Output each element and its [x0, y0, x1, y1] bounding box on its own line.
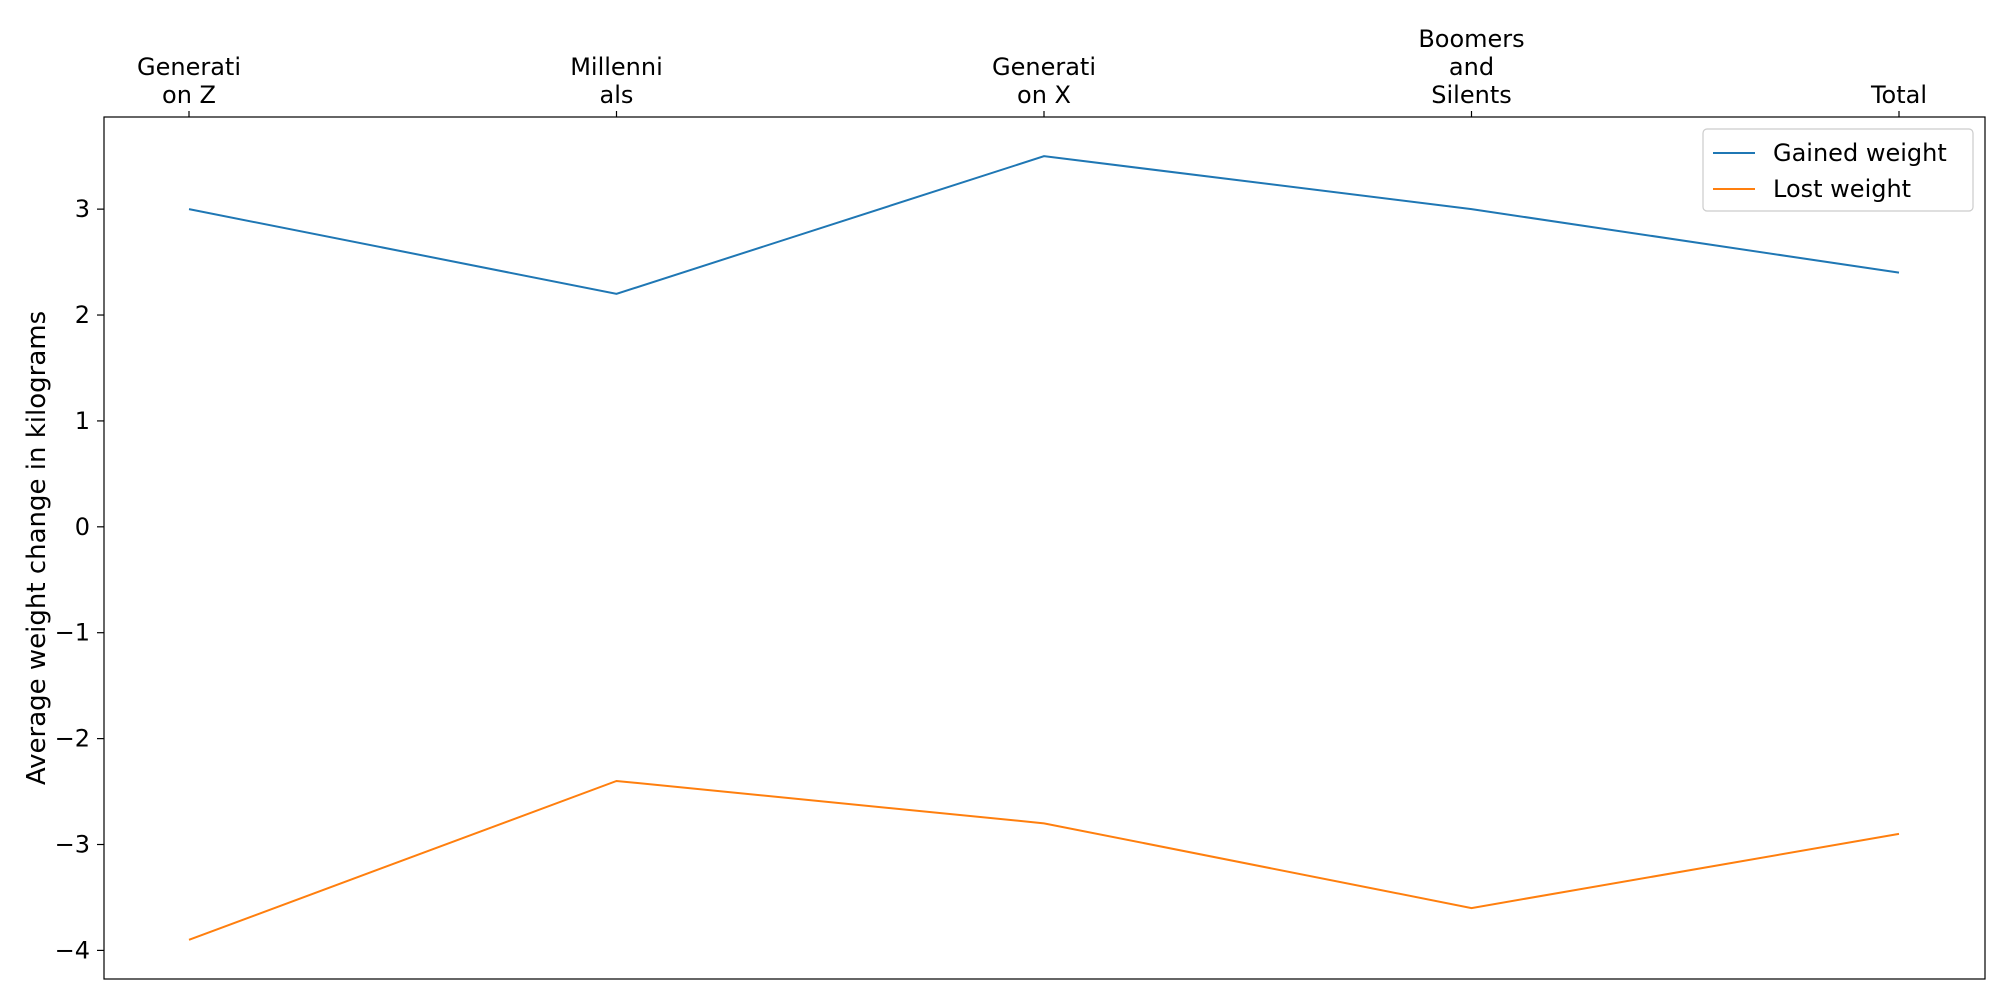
plot-area-border [103, 116, 1986, 980]
y-tick-label: 1 [75, 407, 90, 435]
legend-label: Gained weight [1773, 139, 1947, 167]
series-lines [188, 155, 1900, 941]
y-tick-label: −4 [55, 936, 90, 964]
x-tick-label: Boomers [1418, 25, 1524, 53]
y-tick-label: −1 [55, 619, 90, 647]
y-axis-ticks: −4 −3 −2 −1 0 1 2 3 [55, 195, 104, 964]
x-tick-label: Silents [1431, 81, 1511, 109]
y-tick-label: 2 [75, 301, 90, 329]
x-tick-label: Generati [992, 53, 1096, 81]
y-tick-label: −3 [55, 831, 90, 859]
y-axis-label: Average weight change in kilograms [22, 311, 52, 785]
series-line-0 [188, 155, 1900, 295]
x-tick-label: Millenni [570, 53, 663, 81]
x-tick-label: on X [1017, 81, 1071, 109]
y-tick-label: 3 [75, 195, 90, 223]
legend-box [1702, 128, 1974, 212]
x-tick-label: on Z [162, 81, 216, 109]
x-tick-label: Generati [137, 53, 241, 81]
y-tick-label: −2 [55, 725, 90, 753]
x-tick-label: als [600, 81, 634, 109]
y-tick-label: 0 [75, 513, 90, 541]
x-tick-label: Total [1870, 81, 1927, 109]
axes-frame [103, 116, 1986, 980]
legend-label: Lost weight [1773, 175, 1911, 203]
series-line-1 [188, 779, 1900, 941]
legend: Gained weight Lost weight [1702, 128, 1974, 212]
x-tick-label: and [1449, 53, 1494, 81]
